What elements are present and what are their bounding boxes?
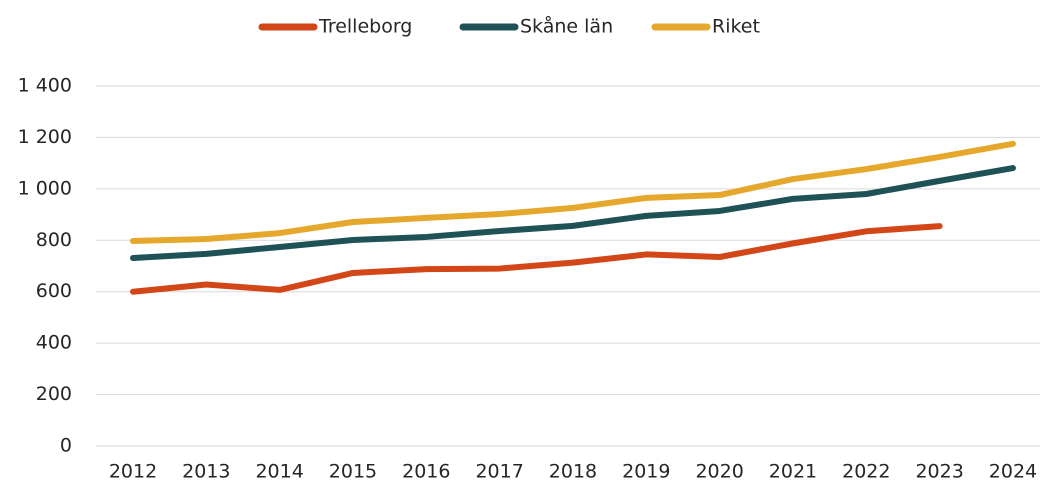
legend-label: Skåne län [520, 15, 613, 38]
y-tick-label: 800 [36, 229, 72, 251]
x-tick-label: 2015 [329, 461, 377, 483]
y-tick-label: 400 [36, 332, 72, 354]
series-line [130, 140, 1016, 245]
y-tick-label: 1 200 [18, 126, 72, 148]
x-tick-label: 2023 [915, 461, 963, 483]
x-tick-label: 2014 [255, 461, 303, 483]
y-tick-label: 1 400 [18, 75, 72, 97]
x-tick-label: 2019 [622, 461, 670, 483]
x-tick-label: 2016 [402, 461, 450, 483]
x-tick-label: 2013 [182, 461, 230, 483]
x-tick-label: 2020 [695, 461, 743, 483]
y-tick-label: 200 [36, 383, 72, 405]
series-line [130, 165, 1016, 262]
x-tick-label: 2021 [769, 461, 817, 483]
x-tick-label: 2022 [842, 461, 890, 483]
y-tick-label: 1 000 [18, 177, 72, 199]
y-tick-label: 0 [60, 435, 72, 457]
x-tick-label: 2012 [109, 461, 157, 483]
series-line [130, 223, 943, 295]
x-tick-label: 2017 [475, 461, 523, 483]
y-tick-label: 600 [36, 280, 72, 302]
x-tick-label: 2018 [549, 461, 597, 483]
x-tick-label: 2024 [989, 461, 1037, 483]
legend-label: Riket [712, 16, 760, 38]
legend-label: Trelleborg [318, 16, 412, 38]
